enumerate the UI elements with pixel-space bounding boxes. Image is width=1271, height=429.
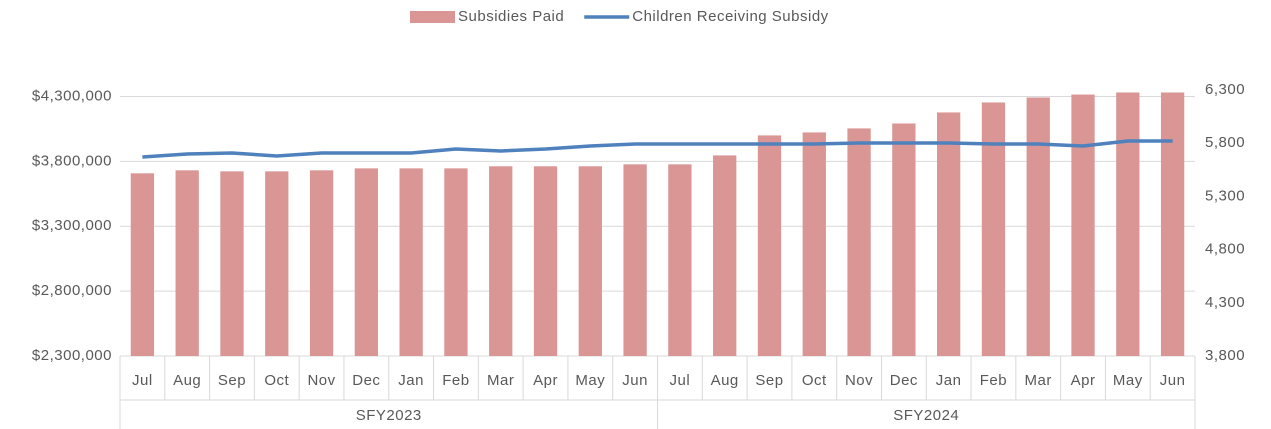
y2-tick-label: 4,800: [1205, 241, 1245, 258]
y-tick-label: $3,800,000: [32, 152, 112, 169]
y-tick-label: $2,300,000: [32, 347, 112, 364]
bar: [354, 168, 378, 356]
x-tick-label: Jun: [622, 372, 648, 389]
bar: [533, 166, 558, 356]
legend-swatch: [410, 11, 455, 23]
bar: [668, 164, 692, 356]
bar: [1071, 94, 1095, 356]
bar: [757, 135, 782, 356]
bar: [444, 168, 468, 356]
y-tick-label: $4,300,000: [32, 87, 112, 104]
x-tick-label: Sep: [755, 372, 783, 389]
x-tick-label: Jan: [398, 372, 424, 389]
x-tick-label: Dec: [352, 372, 380, 389]
legend-label: Children Receiving Subsidy: [632, 8, 828, 25]
x-tick-label: Jul: [132, 372, 153, 389]
group-label: SFY2023: [356, 407, 422, 424]
bar: [1160, 92, 1185, 356]
bar: [578, 166, 602, 356]
bar: [309, 170, 334, 356]
x-tick-label: Jul: [670, 372, 691, 389]
x-tick-label: Mar: [487, 372, 514, 389]
bar: [1116, 92, 1140, 356]
y2-tick-label: 6,300: [1205, 81, 1245, 98]
bar: [399, 168, 423, 356]
bar: [489, 166, 513, 356]
bar: [130, 173, 155, 356]
x-tick-label: Nov: [845, 372, 873, 389]
x-tick-label: May: [1113, 372, 1143, 389]
x-tick-label: Oct: [264, 372, 289, 389]
bar: [892, 123, 916, 356]
x-tick-label: Aug: [711, 372, 739, 389]
bar: [713, 155, 737, 356]
x-tick-label: Nov: [307, 372, 335, 389]
bar: [175, 170, 199, 356]
bar: [265, 171, 289, 356]
y2-tick-label: 3,800: [1205, 347, 1245, 364]
x-tick-label: Mar: [1025, 372, 1052, 389]
line: [142, 139, 1173, 159]
x-tick-label: Feb: [442, 372, 469, 389]
x-tick-label: Oct: [802, 372, 827, 389]
bar: [937, 112, 961, 356]
legend-label: Subsidies Paid: [458, 8, 564, 25]
x-tick-label: Apr: [1071, 372, 1096, 389]
bar: [220, 171, 244, 356]
bar: [847, 128, 871, 356]
x-tick-label: Dec: [890, 372, 918, 389]
y-tick-label: $3,300,000: [32, 217, 112, 234]
bar: [623, 164, 647, 356]
y-tick-label: $2,800,000: [32, 282, 112, 299]
x-tick-label: Sep: [218, 372, 246, 389]
x-tick-label: Apr: [533, 372, 558, 389]
x-tick-label: Aug: [173, 372, 201, 389]
y2-tick-label: 4,300: [1205, 294, 1245, 311]
group-label: SFY2024: [893, 407, 959, 424]
y2-tick-label: 5,300: [1205, 187, 1245, 204]
bar: [1026, 97, 1050, 357]
x-tick-label: Jan: [936, 372, 962, 389]
bar: [802, 132, 826, 356]
x-tick-label: May: [575, 372, 605, 389]
x-tick-label: Feb: [980, 372, 1007, 389]
x-tick-label: Jun: [1160, 372, 1186, 389]
bar: [981, 102, 1006, 356]
y2-tick-label: 5,800: [1205, 134, 1245, 151]
